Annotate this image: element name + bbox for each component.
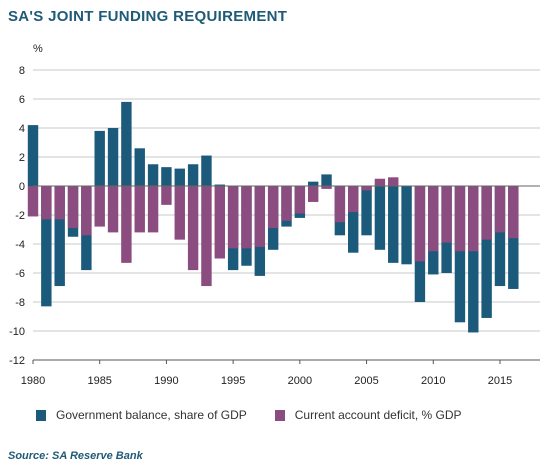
y-tick-label: -2 [15, 210, 25, 222]
bar-current-account-deficit [227, 186, 239, 249]
bar-current-account-deficit [348, 186, 359, 213]
bar-current-account-deficit [454, 186, 466, 252]
bar-current-account-deficit [107, 186, 119, 233]
x-tick-label: 2005 [354, 375, 378, 387]
bar-current-account-deficit [67, 186, 79, 229]
legend-swatch-government [36, 409, 46, 421]
bar-government-balance [147, 164, 159, 186]
bar-current-account-deficit [201, 186, 212, 287]
bar-current-account-deficit [468, 186, 479, 252]
x-tick-label: 2000 [288, 375, 312, 387]
bar-current-account-deficit [361, 186, 372, 191]
bar-government-balance [94, 130, 105, 186]
bar-current-account-deficit [187, 186, 199, 271]
x-tick-label: 2010 [421, 375, 445, 387]
bar-government-balance [107, 128, 119, 186]
bar-current-account-deficit [27, 186, 39, 217]
bar-government-balance [454, 186, 466, 323]
bar-government-balance [321, 174, 332, 186]
bar-current-account-deficit [94, 186, 105, 227]
y-tick-label: -12 [9, 355, 25, 367]
bar-government-balance [494, 186, 506, 287]
legend-item-government: Government balance, share of GDP [36, 408, 247, 422]
bar-government-balance [401, 186, 412, 265]
bar-government-balance [468, 186, 479, 333]
x-tick-label: 1990 [154, 375, 178, 387]
bar-current-account-deficit [494, 186, 506, 233]
bar-government-balance [174, 168, 185, 186]
legend-label-government: Government balance, share of GDP [56, 408, 247, 422]
bar-government-balance [27, 125, 39, 186]
bar-current-account-deficit [134, 186, 145, 233]
chart-title: SA'S JOINT FUNDING REQUIREMENT [8, 8, 288, 25]
bar-government-balance [361, 186, 372, 236]
y-tick-label: 6 [19, 94, 25, 106]
bar-government-balance [54, 186, 65, 287]
y-tick-label: -10 [9, 326, 25, 338]
bar-current-account-deficit [81, 186, 92, 236]
bar-current-account-deficit [508, 186, 519, 239]
bar-current-account-deficit [428, 186, 439, 252]
bar-government-balance [214, 184, 225, 186]
bar-current-account-deficit [481, 186, 492, 240]
bar-government-balance [134, 148, 145, 186]
y-tick-label: 4 [19, 123, 25, 135]
bar-government-balance [388, 186, 399, 263]
legend-swatch-current-account [274, 409, 285, 421]
bar-current-account-deficit [214, 186, 225, 259]
bar-current-account-deficit [321, 186, 332, 189]
bar-government-balance [307, 181, 319, 186]
bar-current-account-deficit [267, 186, 279, 229]
y-tick-label: -4 [15, 239, 25, 251]
bar-current-account-deficit [174, 186, 185, 240]
bar-current-account-deficit [388, 177, 399, 186]
bar-current-account-deficit [54, 186, 65, 220]
x-tick-label: 2015 [488, 375, 512, 387]
bar-current-account-deficit [281, 186, 292, 221]
bar-current-account-deficit [294, 186, 306, 214]
bar-chart: 8 6 4 2 0 -2 -4 -6 -8 -10 -12 1980 1985 1990 1995 2000 2… [9, 65, 540, 387]
bar-current-account-deficit [334, 186, 346, 223]
bar-current-account-deficit [374, 178, 386, 186]
bar-government-balance [187, 164, 199, 186]
legend: Government balance, share of GDP Current… [36, 408, 490, 422]
bar-government-balance [348, 186, 359, 253]
bar-current-account-deficit [307, 186, 319, 202]
y-tick-label: 8 [19, 65, 25, 77]
bar-government-balance [481, 186, 492, 318]
bar-government-balance [161, 167, 172, 186]
bar-government-balance [121, 101, 132, 186]
bar-current-account-deficit [147, 186, 159, 233]
bar-government-balance [201, 155, 212, 186]
x-tick-label: 1995 [221, 375, 245, 387]
x-tick-label: 1980 [21, 375, 45, 387]
bar-current-account-deficit [241, 186, 252, 249]
y-tick-label: 2 [19, 152, 25, 164]
bar-current-account-deficit [41, 186, 52, 220]
bar-government-balance [374, 186, 386, 250]
bar-current-account-deficit [414, 186, 426, 262]
bar-current-account-deficit [161, 186, 172, 205]
bar-current-account-deficit [254, 186, 266, 247]
bar-current-account-deficit [121, 186, 132, 263]
source-note: Source: SA Reserve Bank [8, 450, 143, 462]
y-tick-label: -8 [15, 297, 25, 309]
legend-label-current-account: Current account deficit, % GDP [294, 408, 462, 422]
bar-current-account-deficit [441, 186, 452, 243]
y-tick-label: 0 [19, 181, 25, 193]
legend-item-current-account: Current account deficit, % GDP [274, 408, 462, 422]
y-tick-label: -6 [15, 268, 25, 280]
bar-government-balance [41, 186, 52, 307]
x-tick-label: 1985 [87, 375, 111, 387]
y-axis-unit: % [33, 43, 43, 55]
